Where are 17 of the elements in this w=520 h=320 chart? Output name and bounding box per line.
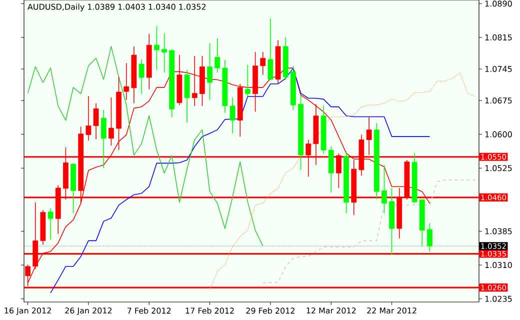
candlestick <box>268 18 274 80</box>
candlestick <box>427 222 432 252</box>
candlestick <box>382 164 387 214</box>
candlestick <box>207 42 212 100</box>
candlestick <box>245 64 250 97</box>
candlestick <box>184 69 190 124</box>
candlestick <box>162 32 167 73</box>
candlestick <box>100 110 106 169</box>
candlestick <box>260 51 266 76</box>
line-series <box>27 46 264 247</box>
candlestick <box>214 38 220 73</box>
candlestick <box>48 208 54 240</box>
candlestick <box>328 146 334 193</box>
candlestick <box>108 96 114 146</box>
candlestick <box>154 26 160 70</box>
candlestick <box>124 62 130 100</box>
candlestick <box>138 59 144 94</box>
